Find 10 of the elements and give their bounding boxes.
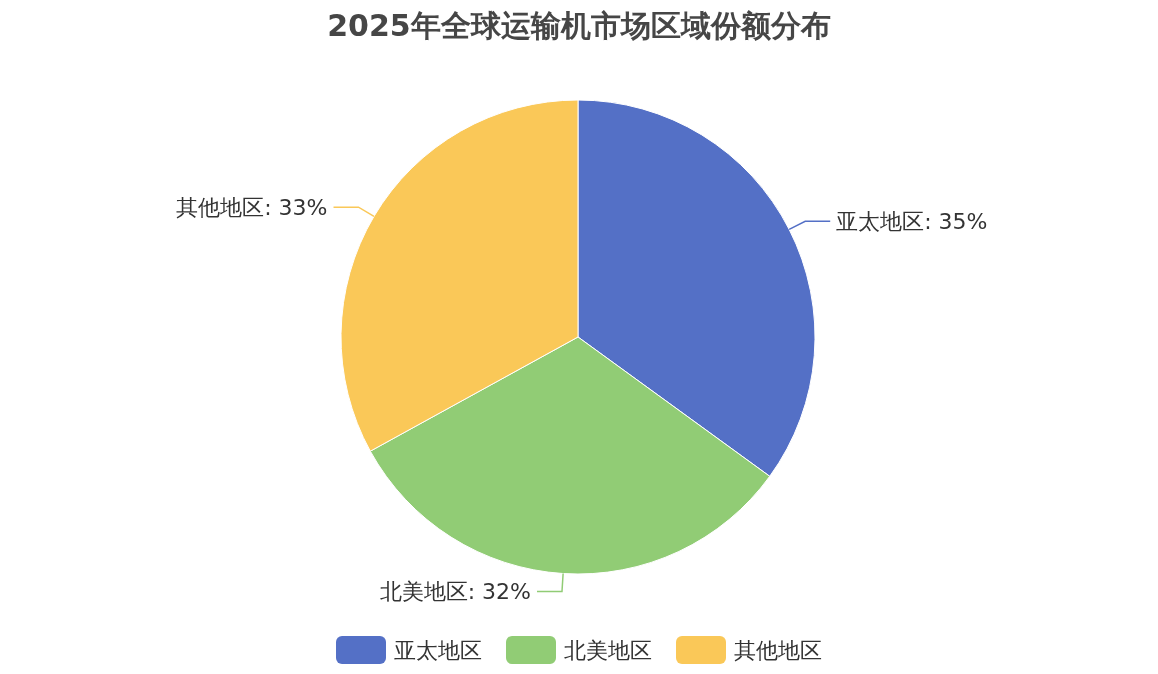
data-label: : 33%: [264, 195, 328, 221]
slice-label: 其他地区: [176, 195, 265, 221]
legend-label: 亚太地区: [394, 638, 482, 663]
data-label: : 35%: [924, 209, 988, 235]
slice-label: 亚太地区: [836, 209, 925, 235]
legend-label: 北美地区: [564, 638, 652, 663]
legend-label: 其他地区: [734, 638, 822, 663]
data-label: : 32%: [467, 579, 531, 605]
slice-label: 北美地区: [379, 579, 468, 605]
chart-title: 2025年全球运输机市场区域份额分布: [327, 8, 831, 43]
